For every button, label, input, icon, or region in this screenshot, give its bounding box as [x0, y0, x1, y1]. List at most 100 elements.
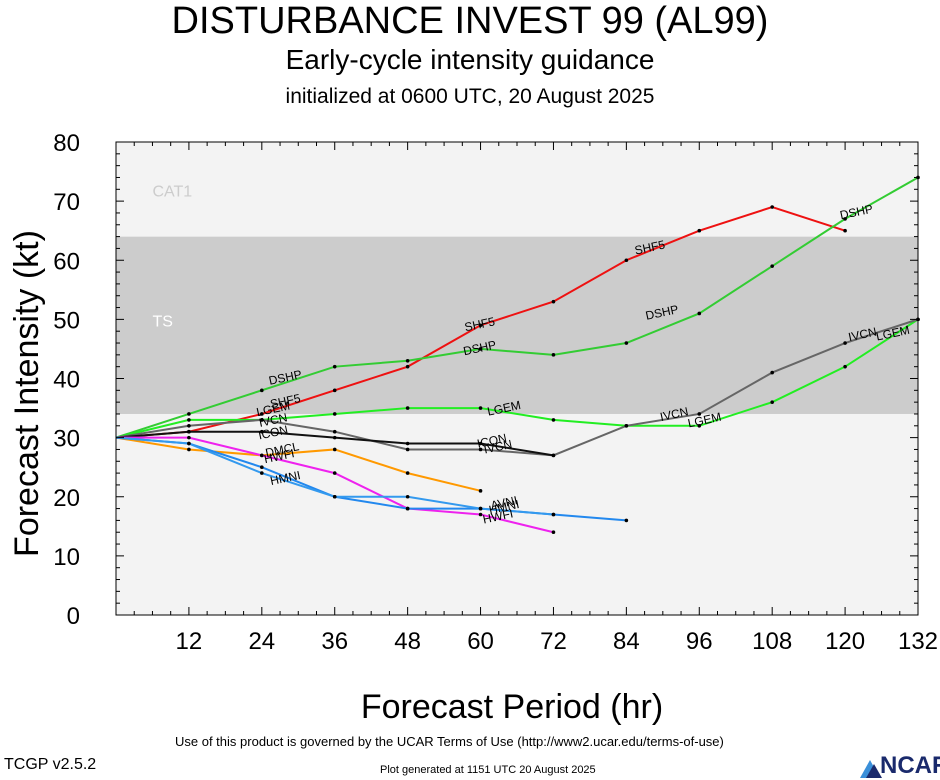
x-tick-label-120: 120: [825, 628, 865, 655]
y-tick-label-80: 80: [53, 130, 80, 157]
point-lgem-96: [697, 424, 702, 428]
x-tick-label-108: 108: [752, 628, 792, 655]
x-tick-label-12: 12: [176, 628, 203, 655]
point-hmni-24: [260, 471, 264, 475]
y-tick-label-0: 0: [67, 603, 80, 630]
point-hmni-36: [332, 494, 337, 499]
y-axis-title: Forecast Intensity (kt): [8, 230, 46, 557]
series-line-ivcn: [115, 318, 919, 457]
x-tick-label-24: 24: [248, 628, 275, 655]
point-dmcl-36: [332, 447, 337, 452]
point-lgem-60: [478, 406, 483, 410]
point-dshp-120: [843, 217, 847, 221]
x-tick-label-60: 60: [467, 628, 494, 655]
point-shf5-72: [551, 299, 556, 304]
point-ivcn-84: [624, 424, 629, 428]
y-tick-label-30: 30: [53, 426, 80, 453]
series-label-ivcn-2: IVCN: [659, 404, 690, 424]
point-icon-72: [551, 453, 556, 458]
x-axis-title: Forecast Period (hr): [361, 688, 663, 726]
series-label-shf5-0: SHF5: [269, 391, 302, 411]
y-tick-label-10: 10: [53, 544, 80, 571]
y-tick-label-70: 70: [53, 189, 80, 216]
point-dshp-72: [551, 353, 556, 357]
init-time: initialized at 0600 UTC, 20 August 2025: [285, 85, 655, 108]
series-label-icon-0: ICON: [257, 423, 289, 443]
series-label-hwfi-0: HWFI: [263, 446, 296, 466]
chart-title: DISTURBANCE INVEST 99 (AL99): [171, 0, 769, 42]
point-shf5-84: [624, 258, 629, 263]
series-label-ivcn-0: IVCN: [258, 410, 289, 430]
terms-of-use: Use of this product is governed by the U…: [175, 734, 724, 749]
point-ivcn-120: [843, 341, 847, 345]
point-avni-84: [624, 518, 629, 523]
point-icon-60: [478, 441, 483, 446]
series-label-dshp-3: DSHP: [839, 202, 875, 223]
series-line-dmcl: [115, 436, 481, 492]
point-dmcl-12: [187, 447, 191, 452]
point-icon-48: [405, 441, 410, 446]
point-dshp-84: [624, 341, 629, 345]
point-shf5-108: [770, 205, 774, 209]
point-dshp-108: [770, 264, 774, 268]
series-label-ivcn-3: IVCN: [847, 325, 878, 345]
series-label-hmni-1: HMNI: [488, 497, 521, 517]
band-label-ts: TS: [152, 313, 172, 330]
point-hmni-12: [187, 441, 191, 446]
ncar-logo-text: NCAR: [880, 752, 940, 779]
point-lgem-36: [332, 412, 337, 416]
x-tick-label-48: 48: [394, 628, 421, 655]
point-lgem-48: [405, 406, 410, 410]
series-label-lgem-2: LGEM: [686, 410, 722, 431]
series-label-lgem-1: LGEM: [486, 398, 522, 419]
point-avni-48: [405, 506, 410, 511]
point-hwfi-60: [478, 512, 483, 517]
point-shf5-120: [843, 228, 847, 233]
ncar-logo: NCAR: [858, 752, 940, 780]
point-shf5-36: [332, 388, 337, 393]
y-tick-label-20: 20: [53, 485, 80, 512]
point-ivcn-108: [770, 370, 774, 375]
point-dmcl-48: [405, 471, 410, 475]
series-label-shf5-1: SHF5: [463, 314, 496, 334]
x-tick-label-132: 132: [898, 628, 938, 655]
series-label-dshp-2: DSHP: [644, 302, 680, 323]
point-lgem-12: [187, 418, 191, 422]
series-label-dmcl-0: DMCL: [264, 439, 300, 460]
point-hwfi-72: [551, 530, 556, 535]
point-ivcn-12: [187, 424, 191, 428]
point-dmcl-60: [478, 489, 483, 493]
series-label-dshp-1: DSHP: [462, 338, 498, 359]
point-hwfi-36: [332, 471, 337, 475]
series-label-hwfi-1: HWFI: [481, 506, 514, 526]
point-ivcn-60: [478, 447, 483, 452]
version-label: TCGP v2.5.2: [4, 756, 97, 773]
point-shf5-48: [405, 364, 410, 369]
point-shf5-60: [478, 323, 483, 328]
point-hmni-60: [478, 506, 483, 511]
point-ivcn-96: [697, 412, 702, 416]
x-tick-label-96: 96: [686, 628, 713, 655]
point-dshp-12: [187, 412, 191, 416]
series-line-dshp: [115, 176, 919, 439]
y-tick-label-40: 40: [53, 367, 80, 394]
point-dshp-36: [332, 364, 337, 369]
point-hwfi-24: [260, 453, 264, 458]
chart-subtitle: Early-cycle intensity guidance: [285, 44, 655, 75]
series-label-hmni-0: HMNI: [269, 468, 302, 488]
point-icon-24: [260, 429, 264, 434]
point-lgem-120: [843, 364, 847, 369]
series-label-dshp-0: DSHP: [268, 367, 304, 388]
x-tick-label-84: 84: [613, 628, 640, 655]
point-icon-36: [332, 435, 337, 440]
point-hmni-72: [551, 512, 556, 517]
series-label-avni-0: AVNI: [489, 493, 518, 512]
point-lgem-108: [770, 400, 774, 404]
series-label-ivcn-1: IVCN: [482, 437, 513, 457]
series-label-lgem-3: LGEM: [875, 323, 911, 344]
y-tick-label-50: 50: [53, 307, 80, 334]
ncar-logo-icon: [860, 760, 882, 778]
point-icon-12: [187, 429, 191, 434]
band-cat1: [116, 142, 918, 237]
